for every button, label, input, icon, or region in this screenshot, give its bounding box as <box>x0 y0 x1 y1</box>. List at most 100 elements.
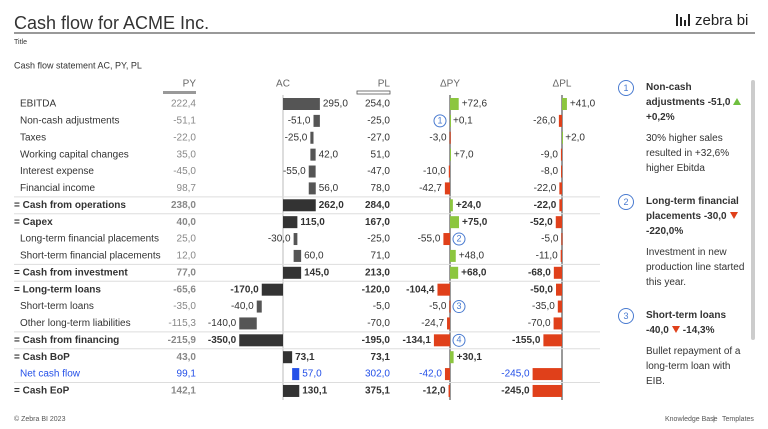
ac-label: 60,0 <box>304 251 324 262</box>
py-value: 43,0 <box>177 352 197 363</box>
py-value: -65,6 <box>173 284 196 295</box>
footer-link[interactable]: Templates <box>722 416 754 423</box>
ac-bar <box>310 131 314 144</box>
dpy-label: +48,0 <box>459 251 485 262</box>
pl-value: 71,0 <box>371 251 391 262</box>
dpl-label: -245,0 <box>501 369 530 380</box>
row-label: = Long-term loans <box>14 284 101 295</box>
column-header: ΔPL <box>553 79 572 90</box>
pl-value: -5,0 <box>373 301 391 312</box>
pl-value: -70,0 <box>367 318 390 329</box>
py-value: 222,4 <box>171 99 196 110</box>
pl-value: 254,0 <box>365 99 390 110</box>
comment[interactable]: 2 Long-term financial placements -30,0 -22… <box>612 194 748 290</box>
row-label: = Capex <box>14 217 53 228</box>
ac-label: 57,0 <box>302 369 322 380</box>
ac-bar <box>239 317 257 330</box>
ac-bar <box>310 148 316 161</box>
row-label: = Cash from operations <box>14 200 126 211</box>
dpl-label: -70,0 <box>528 318 551 329</box>
ac-label: -51,0 <box>288 116 311 127</box>
dpl-bar <box>543 334 562 347</box>
row-label: = Cash BoP <box>14 352 70 363</box>
dpy-bar <box>450 266 459 279</box>
comment-arrow <box>733 98 742 105</box>
ac-label: -30,0 <box>268 234 291 245</box>
ac-label: 295,0 <box>323 99 348 110</box>
footer-link[interactable]: Knowledge Base <box>665 416 718 423</box>
comment-value: -51,0 <box>707 97 731 108</box>
pl-value: 73,1 <box>371 352 391 363</box>
ac-bar <box>261 283 283 296</box>
dpl-label: -155,0 <box>512 335 541 346</box>
comment-value: -30,0 <box>703 211 727 222</box>
ac-label: -170,0 <box>230 284 259 295</box>
comment-arrow <box>729 212 738 219</box>
dpy-bar <box>450 249 456 262</box>
dpl-bar <box>560 249 562 262</box>
dpy-label: -55,0 <box>418 234 441 245</box>
dpy-bar <box>449 300 451 313</box>
pl-header-bar <box>356 90 391 95</box>
row-label: Interest expense <box>20 166 94 177</box>
ac-bar <box>313 114 320 127</box>
ac-label: -40,0 <box>231 301 254 312</box>
comment-body: 30% higher sales resulted in +32,6% high… <box>646 133 730 174</box>
table-rows: PY AC PL ΔPY ΔPL EBITDA 222,4 254,0 295,0 +72,6 +4… <box>14 79 600 397</box>
py-header-bar <box>163 91 196 94</box>
dpl-bar <box>555 216 562 229</box>
ac-bar <box>283 98 320 110</box>
scrollbar[interactable] <box>751 80 755 340</box>
py-value: -22,0 <box>173 132 196 143</box>
comment-change: -220,0% <box>646 226 684 237</box>
comment-change: +0,2% <box>646 112 675 123</box>
comment-title: Non-cash adjustments <box>646 82 705 108</box>
column-header: AC <box>276 79 290 90</box>
ac-bar <box>308 165 316 178</box>
dpy-bar <box>449 131 451 144</box>
ac-label: 115,0 <box>300 217 325 228</box>
dpl-bar <box>556 283 562 296</box>
dpl-label: -52,0 <box>530 217 553 228</box>
comment-arrow <box>671 326 680 333</box>
pl-value: 78,0 <box>371 183 391 194</box>
comment-marker <box>452 232 466 246</box>
dpy-label: -42,0 <box>419 369 442 380</box>
py-value: 35,0 <box>177 149 197 160</box>
dpl-label: -22,0 <box>534 183 557 194</box>
ac-bar <box>292 368 300 381</box>
dpl-bar <box>558 114 562 127</box>
dpl-bar <box>561 165 563 178</box>
py-value: 238,0 <box>171 200 196 211</box>
row-label: Long-term financial placements <box>20 234 159 245</box>
ac-label: -55,0 <box>283 166 306 177</box>
comment-number: 1 <box>618 80 634 96</box>
copyright: © Zebra BI 2023 <box>14 416 66 423</box>
dpy-bar <box>448 384 450 397</box>
row-label: = Cash from financing <box>14 335 119 346</box>
ac-bar <box>283 216 298 229</box>
column-header: ΔPY <box>440 79 460 90</box>
dpl-label: -245,0 <box>501 386 530 397</box>
py-value: 77,0 <box>177 267 197 278</box>
dpy-bar <box>444 368 450 381</box>
dpy-bar <box>450 114 451 127</box>
dpy-bar <box>443 233 450 246</box>
dpy-bar <box>437 283 450 296</box>
pl-value: 302,0 <box>365 369 390 380</box>
dpl-bar <box>532 384 562 397</box>
ac-label: 130,1 <box>302 386 327 397</box>
comment[interactable]: 1 Non-cash adjustments -51,0 +0,2% 30% high… <box>612 80 748 176</box>
dpl-bar <box>553 266 562 279</box>
footer: © Zebra BI 2023 Knowledge Base | Templat… <box>0 412 768 429</box>
dpy-label: -104,4 <box>406 284 435 295</box>
ac-bar <box>283 266 302 279</box>
py-value: 25,0 <box>177 234 197 245</box>
dpl-label: -22,0 <box>534 200 557 211</box>
dpl-bar <box>557 300 562 313</box>
ac-bar <box>293 233 298 246</box>
py-value: -115,3 <box>168 318 196 329</box>
row-label: EBITDA <box>20 99 56 110</box>
row-label: Net cash flow <box>20 369 81 380</box>
comment[interactable]: 3 Short-term loans -40,0 -14,3% Bullet repa… <box>612 308 748 389</box>
